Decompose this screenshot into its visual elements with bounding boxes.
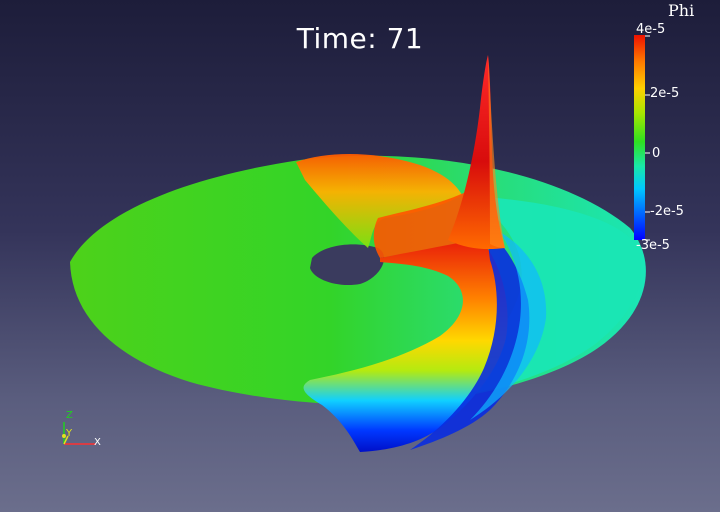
orientation-axes: [62, 422, 96, 445]
axis-label-x: X: [94, 437, 101, 448]
axis-label-z: Z: [66, 410, 73, 421]
phi-surface: [70, 55, 646, 452]
colorbar-label-max: 4e-5: [636, 22, 666, 37]
colorbar: [634, 35, 650, 241]
time-prefix: Time:: [296, 22, 387, 55]
colorbar-label-upper: 2e-5: [650, 86, 680, 101]
colorbar-title: Phi: [668, 1, 695, 20]
colorbar-label-lower: -2e-5: [650, 204, 684, 219]
time-title: Time: 71: [0, 22, 720, 55]
inner-hole: [310, 244, 385, 286]
back-wave: [296, 154, 462, 248]
time-value: 71: [386, 22, 424, 55]
colorbar-label-min: -3e-5: [636, 238, 670, 253]
axis-label-y: Y: [66, 428, 73, 439]
colorbar-gradient: [634, 35, 645, 240]
colorbar-label-zero: 0: [652, 146, 661, 161]
spiral-wave-front: [303, 238, 508, 452]
